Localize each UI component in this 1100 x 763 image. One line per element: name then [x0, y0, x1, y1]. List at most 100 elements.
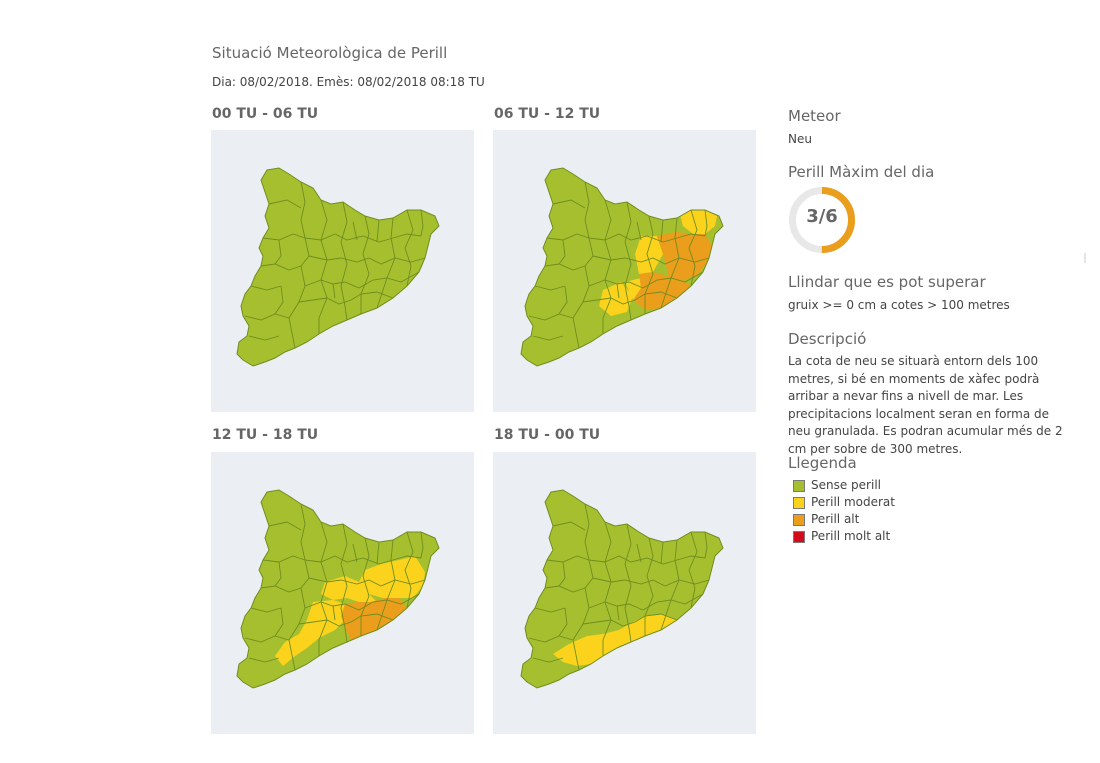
- comarca-border: [260, 263, 302, 271]
- region-high-danger: [341, 598, 407, 640]
- comarca-border: [250, 607, 282, 613]
- region-high-danger: [657, 232, 712, 280]
- comarca-border: [582, 291, 678, 305]
- comarca-border: [544, 585, 586, 593]
- legend-label: Perill molt alt: [811, 529, 891, 543]
- comarca-border: [298, 291, 394, 305]
- comarca-border: [602, 521, 612, 656]
- comarca-border: [404, 531, 414, 609]
- comarca-border: [636, 221, 642, 241]
- catalonia-outline: [520, 489, 724, 689]
- gauge-fill: [789, 187, 855, 253]
- max-danger-heading: Perill Màxim del dia: [788, 163, 935, 181]
- comarca-border: [318, 521, 328, 656]
- description-heading: Descripció: [788, 330, 867, 348]
- comarca-border: [288, 503, 310, 671]
- comarca-border: [558, 607, 568, 637]
- comarca-border: [534, 285, 566, 291]
- legend-label: Sense perill: [811, 478, 881, 492]
- comarca-border: [268, 199, 302, 209]
- legend-label: Perill moderat: [811, 495, 895, 509]
- comarca-border: [376, 219, 380, 243]
- comarca-border: [248, 657, 280, 663]
- danger-map-period-1: [211, 130, 474, 412]
- comarca-border: [268, 521, 302, 531]
- comarca-border: [304, 593, 420, 611]
- comarca-border: [360, 215, 370, 314]
- danger-map-period-4: [493, 452, 756, 734]
- region-moderate-danger: [635, 236, 663, 274]
- comarca-border: [308, 255, 426, 265]
- comarca-border: [304, 555, 422, 565]
- region-moderate-danger: [553, 614, 677, 666]
- comarca-border: [260, 585, 302, 593]
- comarca-border: [274, 561, 282, 587]
- comarca-border: [262, 233, 306, 241]
- comarca-border: [304, 233, 422, 243]
- max-danger-value: 3/6: [806, 206, 838, 227]
- catalonia-map: [520, 167, 724, 367]
- comarca-border: [624, 523, 632, 643]
- region-moderate-danger: [275, 600, 345, 666]
- region-no-danger: [237, 168, 439, 366]
- comarca-border: [308, 577, 426, 587]
- comarca-border: [248, 335, 280, 341]
- meteor-value: Neu: [788, 132, 812, 146]
- comarca-border: [636, 543, 642, 563]
- comarca-border: [616, 605, 620, 621]
- comarca-border: [528, 635, 574, 643]
- region-no-danger: [521, 490, 723, 688]
- comarca-border: [644, 537, 654, 636]
- danger-map-period-2: [493, 130, 756, 412]
- comarca-border: [558, 285, 568, 315]
- comarca-border: [274, 607, 284, 637]
- comarca-border: [360, 537, 370, 636]
- catalonia-outline: [520, 167, 724, 367]
- comarca-border: [546, 233, 590, 241]
- comarca-border: [588, 593, 704, 611]
- legend-swatch: [793, 480, 805, 492]
- comarca-border: [582, 613, 678, 627]
- legend-heading: Llegenda: [788, 454, 857, 472]
- region-high-danger: [633, 272, 691, 310]
- catalonia-map: [236, 489, 440, 689]
- comarca-border: [688, 209, 698, 287]
- period-label-2: 06 TU - 12 TU: [494, 106, 601, 122]
- comarca-border: [352, 221, 358, 241]
- comarca-border: [688, 531, 698, 609]
- legend-swatch: [793, 531, 805, 543]
- comarca-border: [592, 577, 710, 587]
- catalonia-map: [520, 489, 724, 689]
- comarca-border: [250, 285, 282, 291]
- region-moderate-danger: [321, 556, 425, 602]
- scroll-edge: [1084, 253, 1086, 263]
- comarca-border: [558, 561, 566, 587]
- comarca-border: [304, 271, 420, 289]
- comarca-border: [588, 271, 704, 289]
- comarca-border: [288, 181, 310, 349]
- comarca-border: [420, 209, 424, 237]
- comarca-border: [534, 607, 566, 613]
- comarca-border: [588, 555, 706, 565]
- comarca-border: [274, 285, 284, 315]
- comarca-border: [602, 199, 612, 334]
- comarca-border: [340, 523, 348, 643]
- comarca-border: [318, 199, 328, 334]
- comarca-border: [528, 313, 574, 321]
- comarca-border: [572, 181, 594, 349]
- comarca-border: [572, 503, 594, 671]
- page-title: Situació Meteorològica de Perill: [212, 44, 448, 62]
- comarca-border: [660, 541, 664, 565]
- comarca-border: [244, 313, 290, 321]
- comarca-border: [544, 263, 586, 271]
- comarca-border: [332, 605, 336, 621]
- comarca-border: [532, 335, 564, 341]
- catalonia-outline: [236, 489, 440, 689]
- description-text: La cota de neu se situarà entorn dels 10…: [788, 354, 1063, 456]
- comarca-border: [420, 531, 424, 559]
- comarca-border: [592, 255, 710, 265]
- legend-label: Perill alt: [811, 512, 860, 526]
- comarca-border: [532, 657, 564, 663]
- comarca-border: [558, 239, 566, 265]
- comarca-border: [704, 531, 708, 559]
